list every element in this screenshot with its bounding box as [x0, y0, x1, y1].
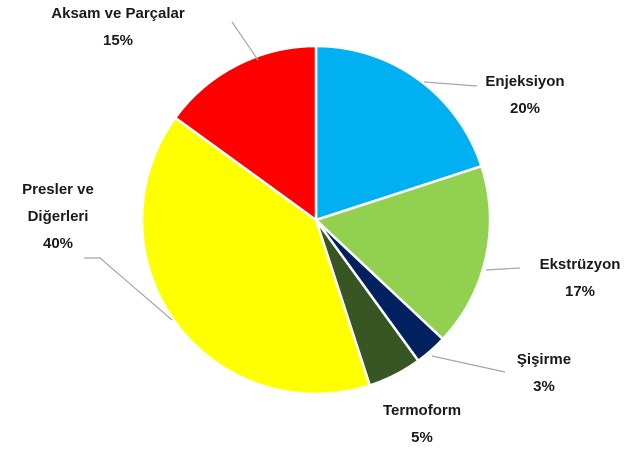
slice-label: Enjeksiyon 20%	[485, 68, 564, 122]
category-label: Aksam ve Parçalar	[51, 5, 185, 22]
leader-line	[431, 355, 506, 373]
category-label: Presler ve Diğerleri	[22, 181, 94, 225]
value-label: 5%	[411, 429, 433, 446]
value-label: 15%	[102, 32, 134, 49]
leader-line	[84, 257, 173, 321]
pie-slice	[313, 164, 492, 341]
leader-line	[485, 267, 521, 271]
category-label: Şişirme	[516, 351, 572, 368]
pie-slice	[140, 115, 372, 396]
slice-label: Ekstrüzyon 17%	[540, 251, 621, 305]
slice-label: Aksam ve Parçalar 15%	[51, 0, 184, 54]
category-label: Termoform	[382, 402, 462, 419]
category-label: Ekstrüzyon	[539, 256, 621, 273]
slice-label: Şişirme 3%	[517, 346, 571, 400]
value-label: 17%	[564, 283, 596, 300]
value-label: 3%	[533, 378, 555, 395]
leader-line	[231, 21, 259, 61]
pie-slice	[173, 44, 318, 223]
value-label: 40%	[42, 235, 74, 252]
slice-label: Presler ve Diğerleri 40%	[8, 176, 108, 257]
slice-label: Termoform 5%	[383, 397, 461, 451]
pie-slice	[314, 44, 484, 222]
leader-line	[423, 81, 478, 87]
value-label: 20%	[509, 100, 541, 117]
category-label: Enjeksiyon	[485, 73, 565, 90]
